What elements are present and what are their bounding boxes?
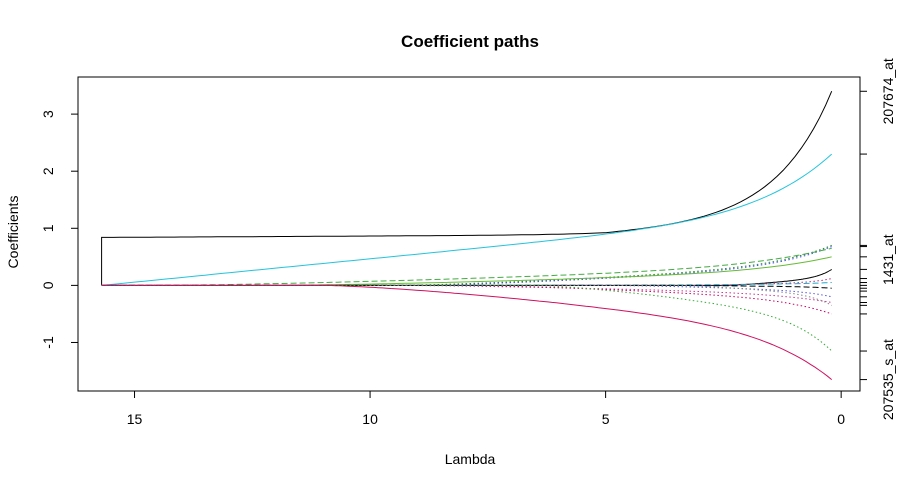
plot-area-frame bbox=[77, 76, 861, 392]
coefficient-path bbox=[101, 284, 832, 315]
y-tick-label: 3 bbox=[40, 110, 56, 118]
y-tick-label: 1 bbox=[40, 224, 56, 232]
coefficient-path bbox=[101, 91, 833, 286]
coefficient-lines bbox=[101, 91, 833, 380]
coefficient-path bbox=[101, 284, 833, 352]
x-axis: 15 10 5 0 bbox=[127, 390, 845, 427]
right-axis: 207674_at 1431_at 207535_s_at bbox=[859, 58, 896, 420]
coefficient-path bbox=[101, 247, 832, 286]
y-tick-label: 2 bbox=[40, 167, 56, 175]
coefficient-path bbox=[101, 256, 832, 286]
x-tick-label: 10 bbox=[362, 411, 378, 427]
y-tick-label: 0 bbox=[40, 281, 56, 289]
coefficient-path bbox=[101, 284, 832, 289]
x-tick-label: 15 bbox=[127, 411, 143, 427]
x-tick-label: 0 bbox=[837, 411, 845, 427]
chart-title: Coefficient paths bbox=[401, 32, 539, 51]
y-axis: -1 0 1 2 3 bbox=[40, 110, 79, 349]
right-axis-label: 207674_at bbox=[880, 58, 896, 124]
coefficient-path bbox=[101, 284, 833, 380]
coefficient-path bbox=[101, 153, 833, 286]
x-tick-label: 5 bbox=[602, 411, 610, 427]
coefficient-path bbox=[101, 278, 832, 286]
coefficient-path bbox=[101, 246, 832, 286]
coefficient-path bbox=[101, 284, 832, 303]
y-tick-label: -1 bbox=[40, 336, 56, 349]
y-axis-label: Coefficients bbox=[5, 196, 21, 269]
right-axis-label: 207535_s_at bbox=[880, 339, 896, 420]
coefficient-path bbox=[101, 284, 832, 306]
x-axis-label: Lambda bbox=[445, 451, 496, 467]
right-axis-label: 1431_at bbox=[880, 234, 896, 285]
